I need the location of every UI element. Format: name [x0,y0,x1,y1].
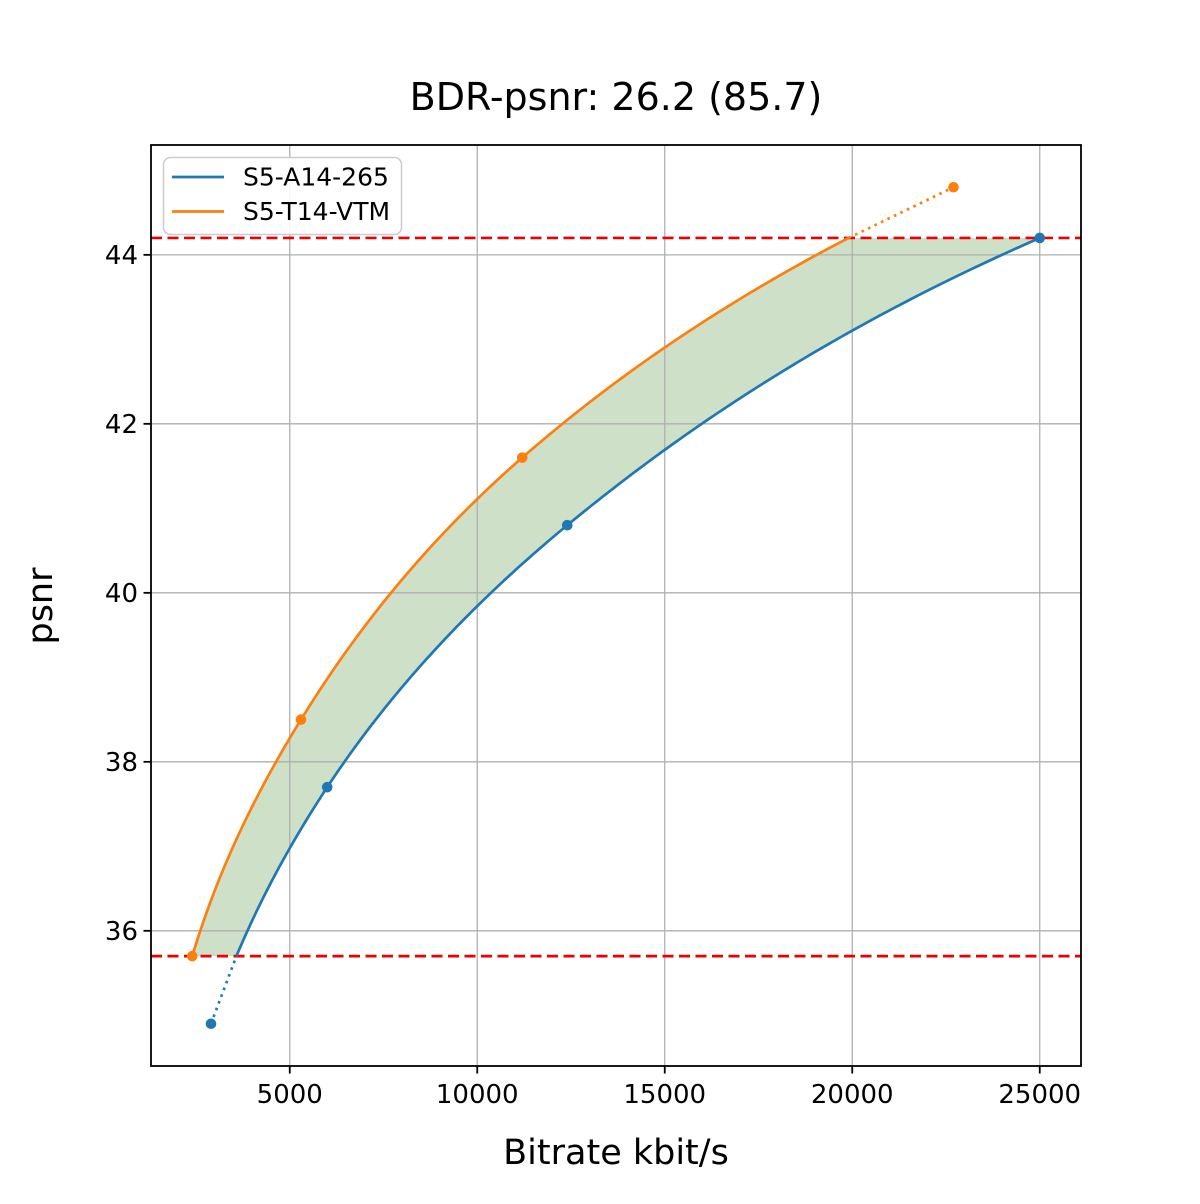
marker-S5-T14-VTM-1 [295,714,307,725]
y-tick-label-44: 44 [105,241,138,271]
y-tick-label-36: 36 [105,917,138,947]
legend-label-s5-a14-265: S5-A14-265 [243,163,389,192]
x-tick-label-20000: 20000 [811,1080,894,1110]
chart-title: BDR-psnr: 26.2 (85.7) [410,75,823,119]
legend-label-s5-t14-vtm: S5-T14-VTM [243,197,390,226]
x-tick-label-25000: 25000 [998,1080,1081,1110]
dotted-extension-high-S5-T14-VTM [847,186,955,240]
x-tick-label-5000: 5000 [257,1080,323,1110]
y-tick-label-42: 42 [105,410,138,440]
marker-S5-A14-265-0 [205,1018,217,1030]
plot-border [150,144,1082,1067]
dotted-extension-low-S5-A14-265 [209,955,238,1025]
marker-S5-T14-VTM-2 [516,452,528,463]
marker-S5-A14-265-3 [1034,232,1046,244]
x-tick-label-15000: 15000 [623,1080,706,1110]
legend: S5-A14-265 S5-T14-VTM [162,156,403,236]
x-axis-label: Bitrate kbit/s [503,1133,729,1173]
marker-S5-A14-265-2 [561,519,573,531]
x-tick-label-10000: 10000 [436,1080,519,1110]
y-axis-label: psnr [21,567,61,645]
marker-S5-T14-VTM-3 [948,181,959,193]
plot-area: 5000 10000 15000 20000 25000 36 38 40 42 44 [105,144,1082,1110]
marker-S5-A14-265-1 [321,781,333,793]
curve-S5-T14-VTM [190,236,850,957]
y-tick-label-40: 40 [105,579,138,609]
curve-S5-A14-265 [235,236,1041,957]
marker-S5-T14-VTM-0 [186,950,198,962]
y-tick-label-38: 38 [105,748,138,778]
